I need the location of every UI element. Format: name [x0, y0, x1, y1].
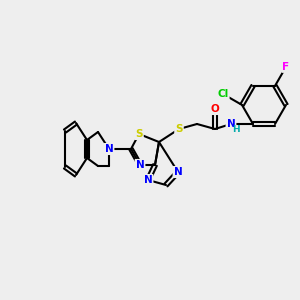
Text: N: N	[136, 160, 144, 170]
Text: S: S	[175, 124, 183, 134]
Text: N: N	[144, 175, 152, 185]
Text: N: N	[226, 119, 236, 129]
Text: N: N	[105, 144, 113, 154]
Text: H: H	[232, 124, 240, 134]
Text: S: S	[135, 129, 143, 139]
Text: F: F	[282, 62, 290, 72]
Text: Cl: Cl	[217, 89, 229, 99]
Text: N: N	[174, 167, 182, 177]
Text: O: O	[211, 104, 219, 114]
